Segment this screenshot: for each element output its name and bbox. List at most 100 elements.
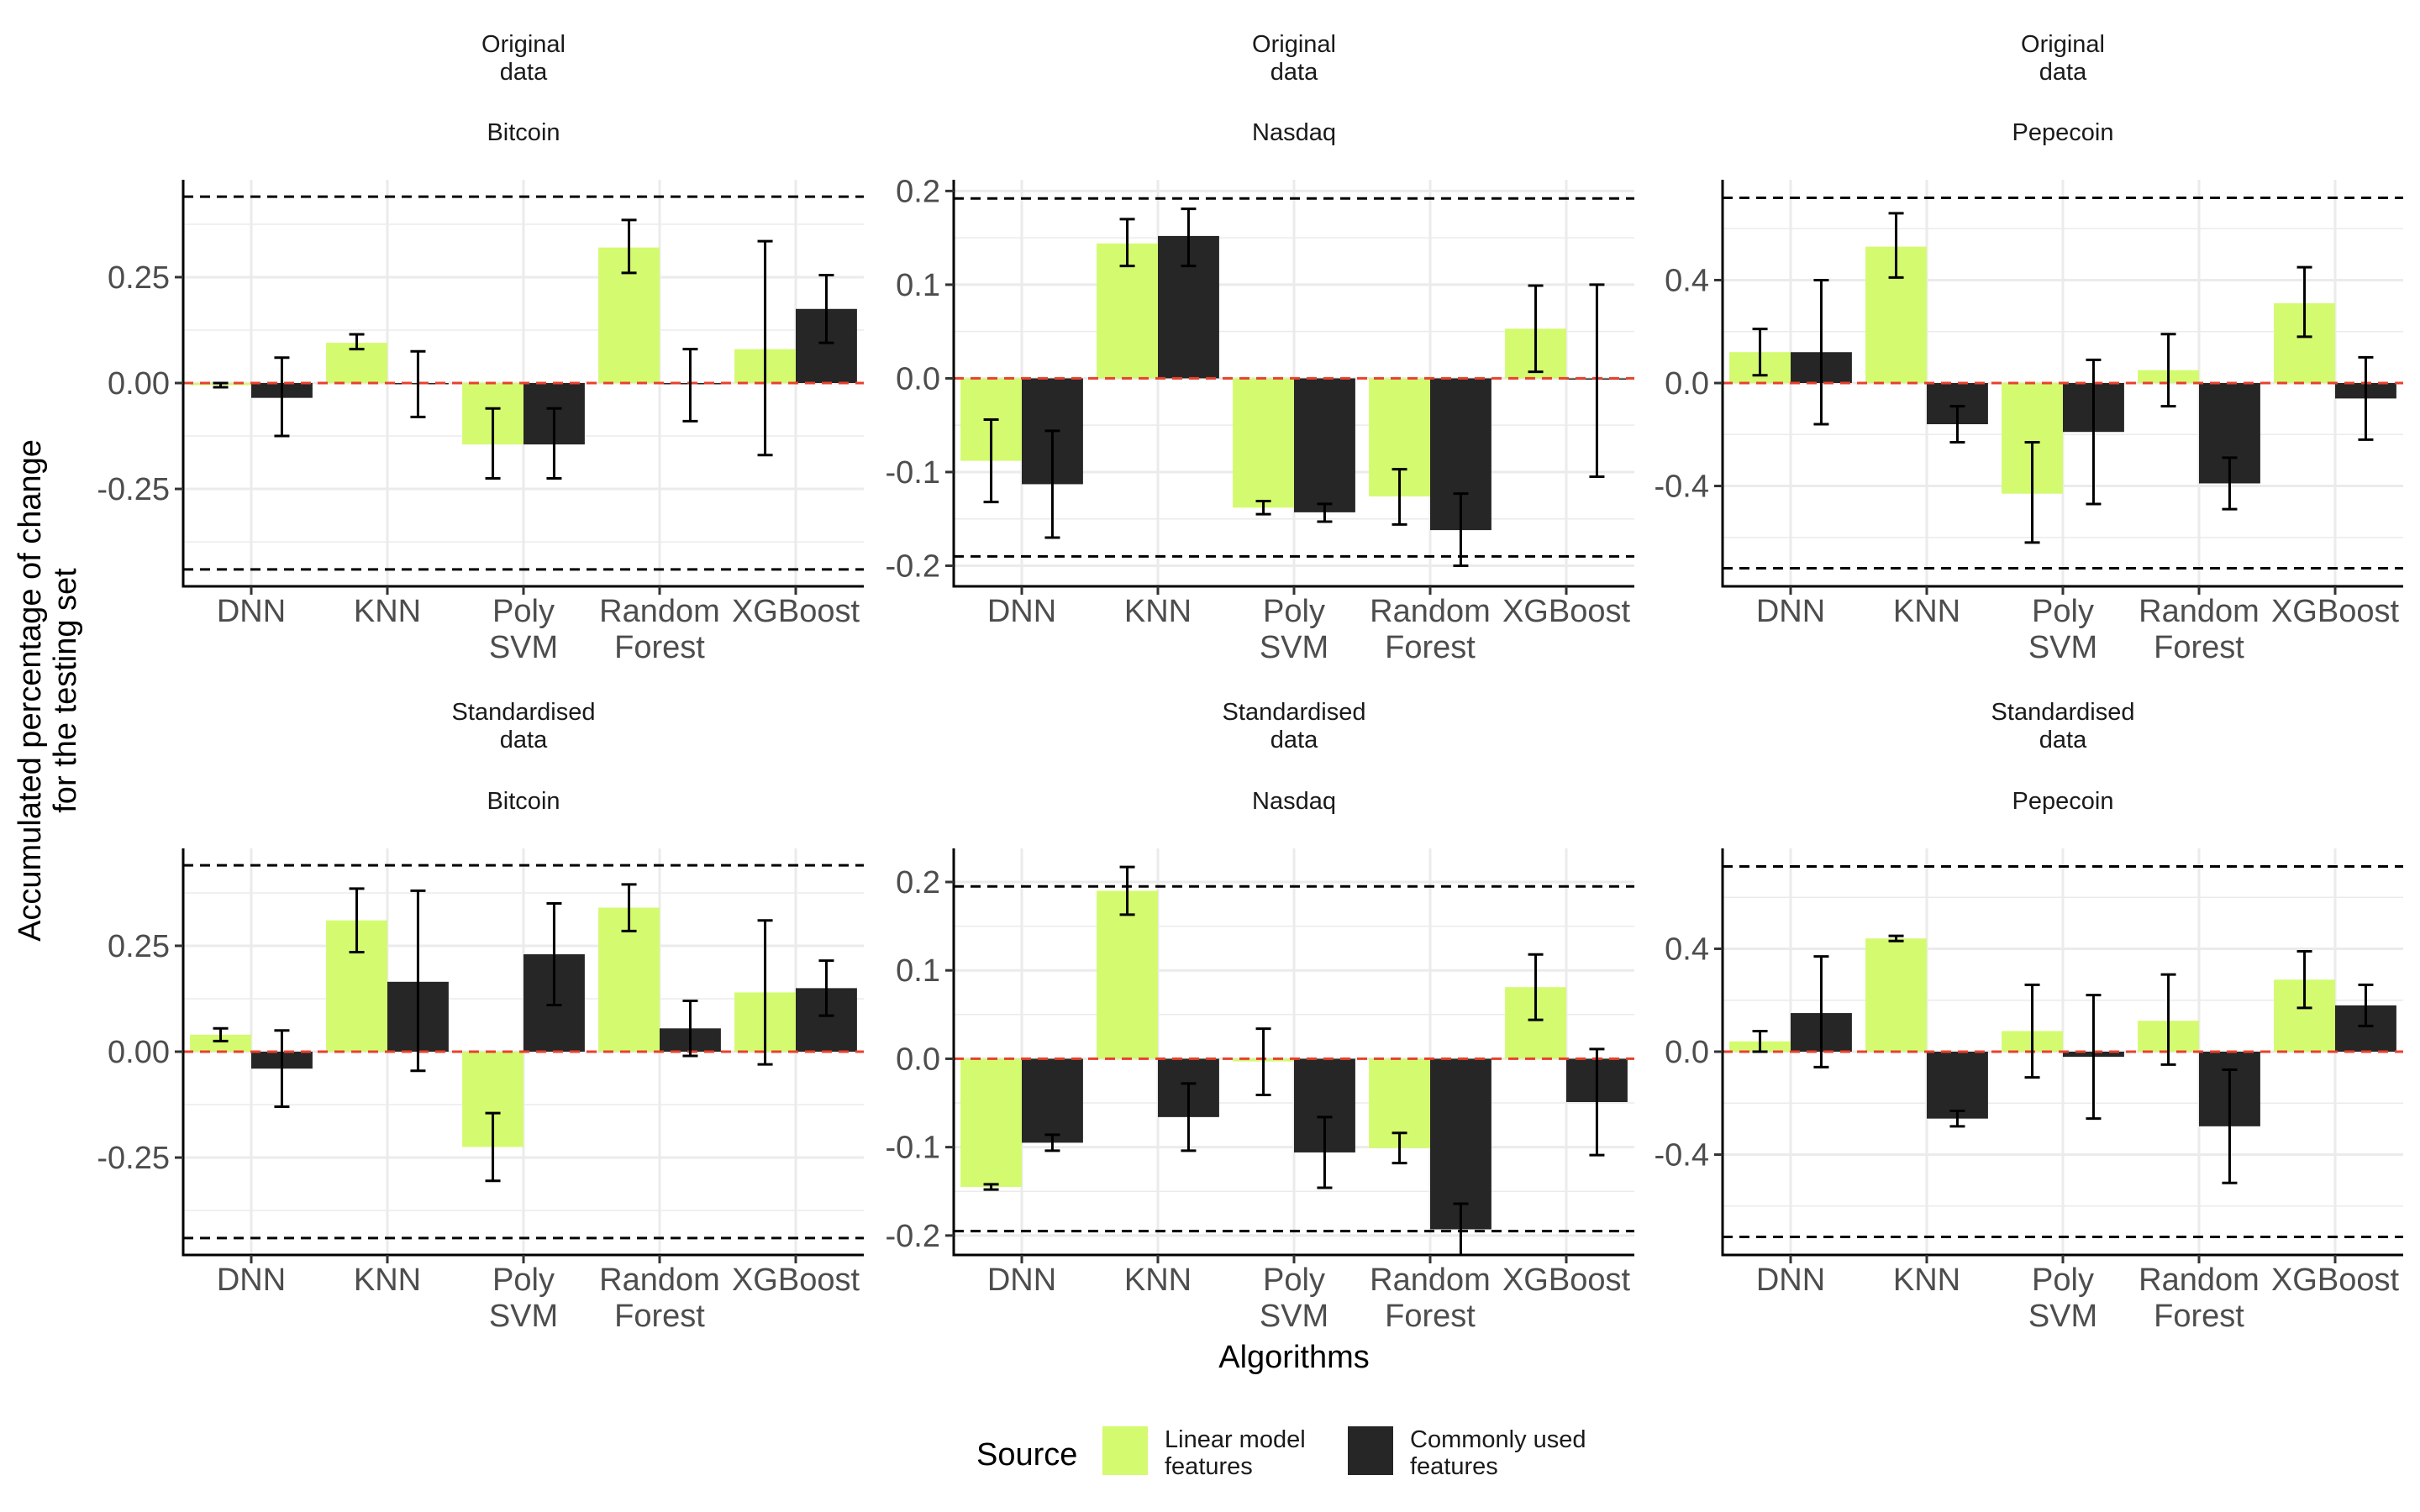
legend-swatch-commonly-used-features <box>1348 1426 1393 1475</box>
facet-title: Nasdaq <box>1252 119 1336 146</box>
y-tick-label: -0.2 <box>886 549 940 584</box>
y-tick-label: 0.0 <box>1665 366 1709 402</box>
x-tick-label: Poly <box>1263 594 1325 629</box>
y-tick-label: 0.25 <box>108 260 170 296</box>
x-tick-label: Forest <box>2154 630 2244 665</box>
y-tick-label: 0.25 <box>108 929 170 964</box>
x-tick-label: Random <box>1370 1263 1491 1298</box>
bar-linear <box>1233 378 1294 508</box>
x-tick-label: Forest <box>614 630 705 665</box>
facet-group-label-line: Original <box>2021 31 2105 58</box>
x-tick-label: SVM <box>2028 1299 2097 1334</box>
y-tick-label: 0.2 <box>896 174 940 209</box>
x-tick-label: Poly <box>492 1263 555 1298</box>
bar-linear <box>190 1034 251 1052</box>
facet-title: Nasdaq <box>1252 788 1336 815</box>
x-tick-label: Forest <box>614 1299 705 1334</box>
y-tick-label: -0.1 <box>886 1131 940 1166</box>
facet-group-label-line: Standardised <box>1991 699 2135 726</box>
facet-group-label-line: Original <box>1252 31 1336 58</box>
y-tick-label: 0.1 <box>896 953 940 989</box>
x-tick-label: KNN <box>1124 594 1192 629</box>
x-tick-label: Forest <box>2154 1299 2244 1334</box>
bar-common <box>1294 378 1355 512</box>
facet-title: Pepecoin <box>2012 788 2114 815</box>
y-axis-title-line-1: Accumulated percentage of change <box>13 439 48 942</box>
legend: Source Linear model features Commonly us… <box>976 1426 1586 1480</box>
facet-title: Bitcoin <box>487 119 560 146</box>
x-tick-label: Random <box>599 594 720 629</box>
y-tick-label: -0.1 <box>886 455 940 491</box>
bar-common <box>1022 1058 1083 1143</box>
facet-group-label-line: data <box>1270 59 1318 86</box>
y-tick-label: -0.2 <box>886 1219 940 1254</box>
facet-group-label-line: Original <box>481 31 566 58</box>
x-tick-label: Poly <box>1263 1263 1325 1298</box>
legend-label-common-line-1: Commonly used <box>1410 1426 1586 1453</box>
y-tick-label: 0.2 <box>896 865 940 900</box>
y-tick-label: 0.0 <box>1665 1035 1709 1070</box>
x-tick-label: KNN <box>1124 1263 1192 1298</box>
y-tick-label: 0.00 <box>108 1035 170 1070</box>
x-tick-label: SVM <box>489 1299 558 1334</box>
facet-group-label-line: data <box>2039 59 2087 86</box>
x-tick-label: DNN <box>987 1263 1056 1298</box>
facet-title: Bitcoin <box>487 788 560 815</box>
y-tick-label: 0.0 <box>896 361 940 396</box>
facet-group-label-line: data <box>500 727 548 753</box>
x-tick-label: XGBoost <box>2271 594 2400 629</box>
bar-common <box>1927 1052 1988 1119</box>
facet-group-label-line: Standardised <box>452 699 596 726</box>
facet-group-label-line: data <box>500 59 548 86</box>
x-tick-label: XGBoost <box>1502 594 1631 629</box>
x-tick-label: DNN <box>217 1263 286 1298</box>
legend-title: Source <box>976 1437 1077 1473</box>
y-tick-label: 0.00 <box>108 366 170 402</box>
x-tick-label: Poly <box>2032 594 2094 629</box>
x-tick-label: DNN <box>1756 1263 1825 1298</box>
y-tick-label: -0.25 <box>97 1141 170 1176</box>
bar-common <box>1430 1058 1491 1230</box>
facet-title: Pepecoin <box>2012 119 2114 146</box>
x-tick-label: DNN <box>1756 594 1825 629</box>
x-axis-title: Algorithms <box>1218 1340 1370 1375</box>
y-tick-label: 0.4 <box>1665 263 1709 298</box>
y-tick-label: 0.0 <box>896 1042 940 1077</box>
x-tick-label: XGBoost <box>1502 1263 1631 1298</box>
y-tick-label: 0.1 <box>896 268 940 303</box>
y-tick-label: -0.4 <box>1655 1138 1709 1173</box>
x-tick-label: SVM <box>489 630 558 665</box>
facet-group-label-line: data <box>1270 727 1318 753</box>
x-tick-label: Forest <box>1385 1299 1476 1334</box>
x-tick-label: XGBoost <box>2271 1263 2400 1298</box>
x-tick-label: KNN <box>1893 1263 1960 1298</box>
x-tick-label: Random <box>599 1263 720 1298</box>
y-axis-title: Accumulated percentage of change for the… <box>13 439 83 942</box>
legend-swatch-linear-features <box>1102 1426 1148 1475</box>
y-tick-label: 0.4 <box>1665 932 1709 967</box>
x-tick-label: KNN <box>1893 594 1960 629</box>
legend-label-linear-line-2: features <box>1165 1453 1253 1480</box>
x-tick-label: Poly <box>2032 1263 2094 1298</box>
bar-linear <box>960 1058 1022 1187</box>
legend-label-common-line-2: features <box>1410 1453 1498 1480</box>
x-tick-label: Forest <box>1385 630 1476 665</box>
x-tick-label: DNN <box>217 594 286 629</box>
y-tick-label: -0.4 <box>1655 470 1709 505</box>
x-tick-label: XGBoost <box>732 594 860 629</box>
bar-linear <box>1865 938 1927 1052</box>
x-tick-label: Poly <box>492 594 555 629</box>
x-tick-label: KNN <box>354 1263 421 1298</box>
x-tick-label: Random <box>1370 594 1491 629</box>
x-tick-label: XGBoost <box>732 1263 860 1298</box>
y-tick-label: -0.25 <box>97 472 170 507</box>
x-tick-label: SVM <box>1260 1299 1328 1334</box>
facet-group-label-line: Standardised <box>1223 699 1366 726</box>
